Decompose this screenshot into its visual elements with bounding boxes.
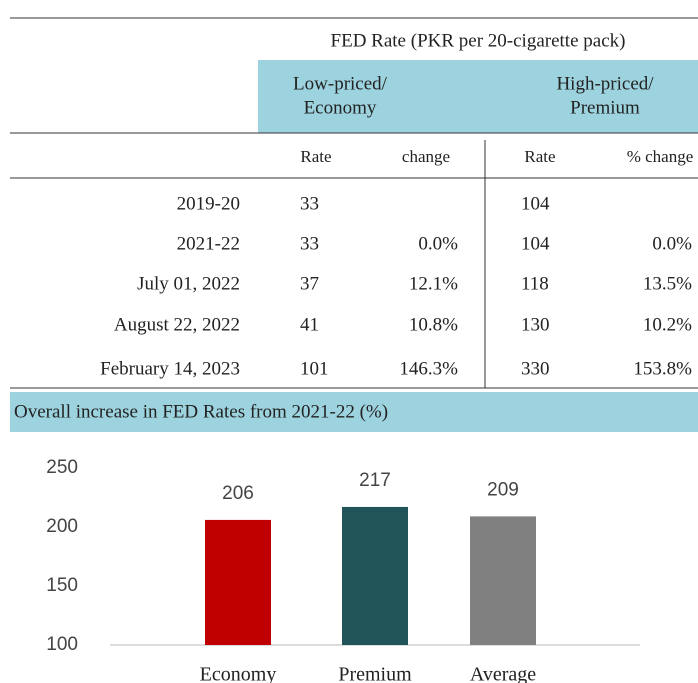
bar: [470, 516, 536, 645]
bar: [342, 506, 408, 645]
cell: 130: [521, 314, 550, 335]
cell: 104: [521, 233, 550, 254]
subgroup-header: High-priced/: [556, 73, 654, 94]
bar: [205, 519, 271, 645]
cell: 12.1%: [409, 273, 458, 294]
cell: 13.5%: [643, 273, 692, 294]
row-label: 2019-20: [177, 193, 240, 214]
subgroup-header: Premium: [570, 97, 640, 118]
y-tick-label: 250: [46, 457, 78, 478]
group-header: FED Rate (PKR per 20-cigarette pack): [331, 30, 626, 51]
cell: 146.3%: [399, 358, 458, 379]
x-tick-label: Economy: [200, 664, 277, 683]
cell: 153.8%: [633, 358, 692, 379]
column-header: Rate: [300, 147, 331, 166]
row-label: February 14, 2023: [100, 358, 240, 379]
subgroup-header: Economy: [304, 97, 377, 118]
cell: 33: [300, 233, 319, 254]
y-tick-label: 150: [46, 575, 78, 596]
chart-title: Overall increase in FED Rates from 2021-…: [14, 401, 388, 422]
cell: 0.0%: [652, 233, 692, 254]
cell: 101: [300, 358, 329, 379]
data-label: 217: [359, 470, 391, 491]
row-label: July 01, 2022: [137, 273, 240, 294]
row-label: 2021-22: [177, 233, 240, 254]
chart-banner: [10, 392, 698, 432]
header-band: [258, 60, 698, 133]
data-label: 206: [222, 483, 254, 504]
cell: 0.0%: [418, 233, 458, 254]
data-label: 209: [487, 479, 519, 500]
x-tick-label: Average: [470, 664, 536, 683]
column-header: % change: [627, 147, 694, 166]
cell: 33: [300, 193, 319, 214]
row-label: August 22, 2022: [114, 314, 240, 335]
cell: 10.8%: [409, 314, 458, 335]
cell: 41: [300, 314, 319, 335]
column-header: change: [402, 147, 450, 166]
subgroup-header: Low-priced/: [293, 73, 388, 94]
column-header: Rate: [524, 147, 555, 166]
y-tick-label: 100: [46, 634, 78, 655]
x-tick-label: Premium: [338, 664, 412, 683]
cell: 37: [300, 273, 319, 294]
cell: 330: [521, 358, 550, 379]
cell: 104: [521, 193, 550, 214]
cell: 10.2%: [643, 314, 692, 335]
cell: 118: [521, 273, 549, 294]
y-tick-label: 200: [46, 516, 78, 537]
